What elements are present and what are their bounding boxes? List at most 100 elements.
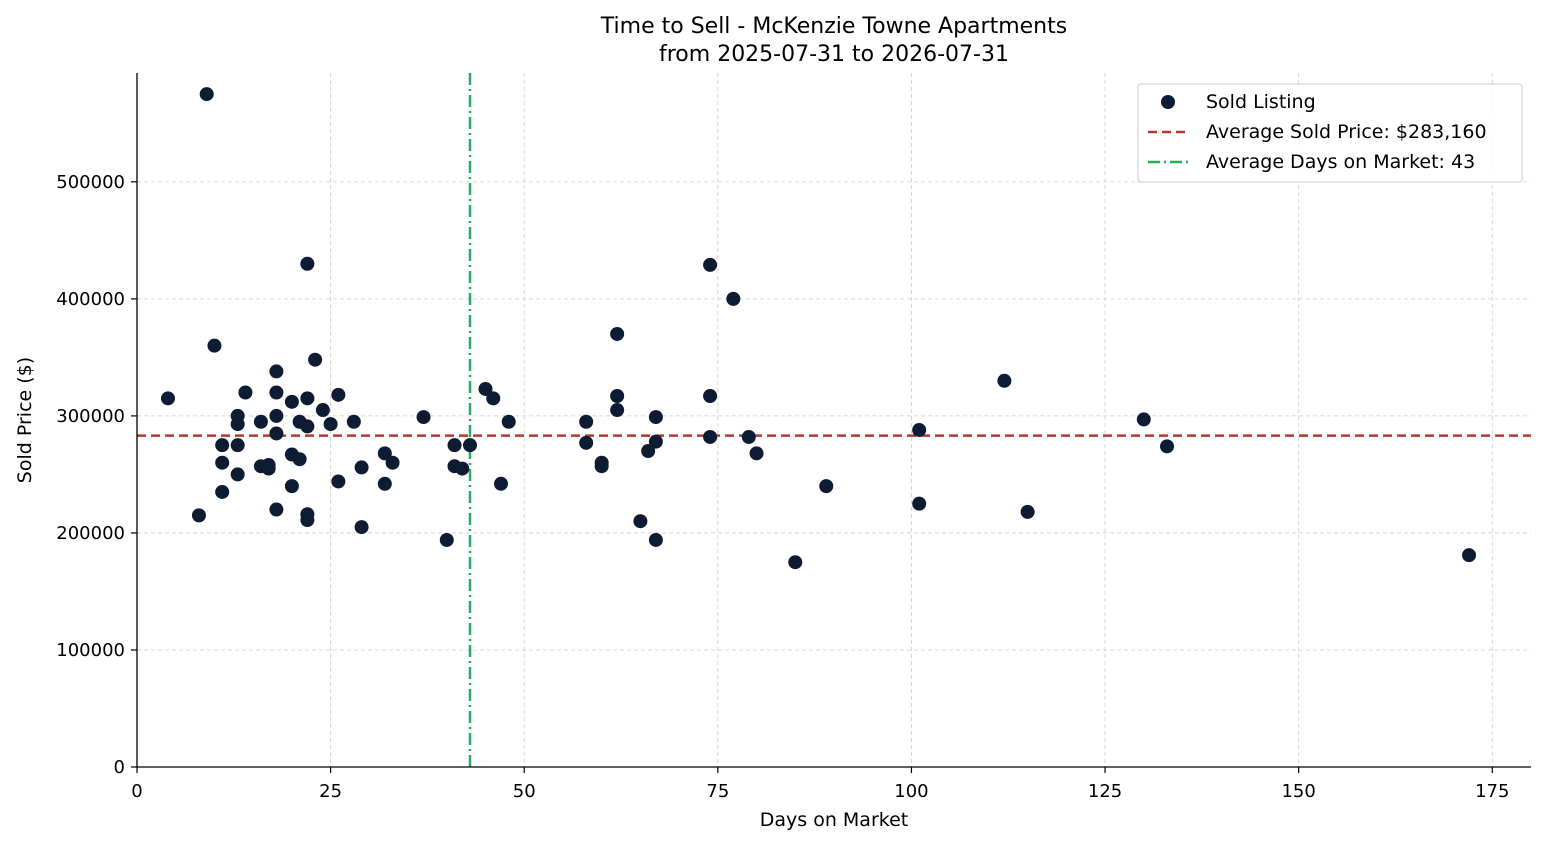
data-point [269,408,284,423]
legend: Sold Listing Average Sold Price: $283,16… [1137,83,1523,183]
data-point [215,455,230,470]
data-point [269,502,284,517]
legend-label-average-days: Average Days on Market: 43 [1206,151,1475,173]
data-point [354,460,369,475]
chart-title: Time to Sell - McKenzie Towne Apartments [600,14,1067,39]
data-point [439,532,454,547]
y-tick-label: 200000 [56,523,125,544]
data-point [726,291,741,306]
x-tick-label: 75 [706,781,729,802]
data-point [788,555,803,570]
data-point [230,467,245,482]
y-tick-label: 100000 [56,640,125,661]
y-tick-label: 300000 [56,406,125,427]
x-axis-label: Days on Market [760,809,908,831]
data-point [633,514,648,529]
data-point [215,438,230,453]
data-point [315,403,330,418]
y-tick-label: 500000 [56,172,125,193]
data-point [191,508,206,523]
data-point [230,417,245,432]
legend-label-sold-listing: Sold Listing [1206,91,1316,113]
chart-subtitle: from 2025-07-31 to 2026-07-31 [659,42,1009,67]
data-point [703,389,718,404]
x-tick-label: 175 [1475,781,1509,802]
data-point [207,338,222,353]
x-tick-label: 25 [319,781,342,802]
data-point [493,476,508,491]
data-point [641,444,656,459]
data-point [284,479,299,494]
x-tick-label: 50 [513,781,536,802]
data-point [610,403,625,418]
x-tick-label: 150 [1281,781,1315,802]
data-point [354,520,369,535]
data-point [292,452,307,467]
data-point [238,385,253,400]
data-point [1136,412,1151,427]
data-point [648,532,663,547]
data-point [703,429,718,444]
data-point [749,446,764,461]
data-point [331,387,346,402]
data-point [463,438,478,453]
data-point [385,455,400,470]
data-point [199,87,214,102]
data-point [819,479,834,494]
axes [131,73,1531,773]
data-point [501,414,516,429]
data-point [269,364,284,379]
x-tick-label: 100 [894,781,928,802]
legend-label-average-price: Average Sold Price: $283,160 [1206,121,1487,143]
data-point [269,385,284,400]
data-point [300,391,315,406]
data-point [447,438,462,453]
data-point [377,476,392,491]
data-point [215,484,230,499]
data-point [648,434,663,449]
data-point [284,394,299,409]
data-point [997,373,1012,388]
data-point [1462,548,1477,563]
data-point [486,391,501,406]
data-point [703,257,718,272]
data-point [300,513,315,528]
data-point [1020,504,1035,519]
data-point [741,429,756,444]
data-point [230,438,245,453]
data-point [1160,439,1175,454]
data-point [594,459,609,474]
data-point [300,419,315,434]
reference-lines [137,73,1531,767]
data-point [331,474,346,489]
data-point [579,435,594,450]
data-point [610,389,625,404]
tick-labels: 0 25 50 75 100 125 150 175 0 100000 200000 300000 40… [56,172,1509,802]
data-point [253,414,268,429]
data-point [478,381,493,396]
data-point [912,496,927,511]
data-point [648,410,663,425]
data-point [610,326,625,341]
data-point [416,410,431,425]
y-tick-label: 0 [114,757,125,778]
data-point [377,446,392,461]
data-points [160,87,1477,570]
legend-box [1137,83,1523,183]
data-point [269,426,284,441]
data-point [912,422,927,437]
x-tick-label: 125 [1088,781,1122,802]
data-point [323,417,338,432]
data-point [579,414,594,429]
data-point [261,461,276,476]
data-point [300,256,315,271]
legend-marker-sold-listing [1161,95,1175,109]
data-point [346,414,361,429]
y-tick-label: 400000 [56,289,125,310]
data-point [308,352,323,367]
data-point [455,461,470,476]
x-tick-label: 0 [131,781,142,802]
y-axis-label: Sold Price ($) [14,357,36,483]
